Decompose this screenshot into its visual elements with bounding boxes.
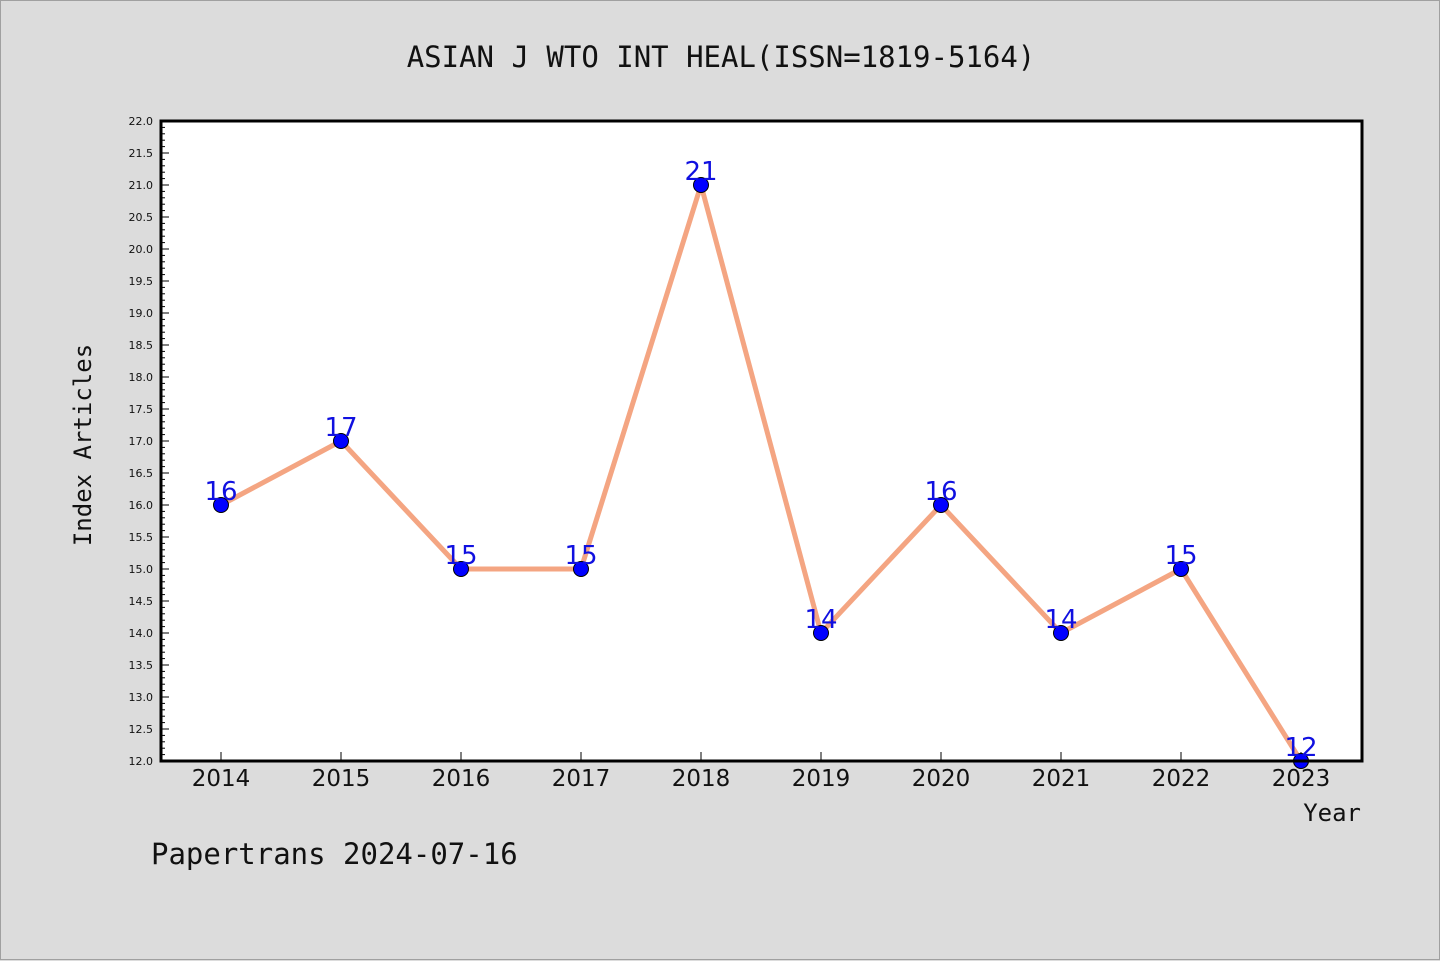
y-axis-ticks: 12.0 12.5 13.0 13.5 14.0 14.5 15.0 15.5 16.0 16.5… <box>129 115 169 768</box>
data-point <box>573 561 589 577</box>
y-tick-label: 17.0 <box>129 435 154 448</box>
y-tick-label: 18.0 <box>129 371 154 384</box>
x-axis-ticks: 2014 2015 2016 2017 2018 2019 2020 2021 2022 2023 <box>192 752 1331 792</box>
data-label: 15 <box>564 541 597 571</box>
data-label: 15 <box>444 541 477 571</box>
y-tick-label: 13.5 <box>129 659 154 672</box>
x-axis-label: Year <box>1303 799 1361 827</box>
series-line <box>219 182 1304 763</box>
y-tick-label: 17.5 <box>129 403 154 416</box>
data-label: 21 <box>684 157 717 187</box>
plot-area <box>161 121 1362 761</box>
data-point <box>213 497 229 513</box>
y-tick-label: 12.5 <box>129 723 154 736</box>
data-point <box>1173 561 1189 577</box>
x-tick-label: 2023 <box>1272 766 1331 792</box>
x-tick-label: 2019 <box>792 766 851 792</box>
y-tick-label: 12.0 <box>129 755 154 768</box>
x-tick-label: 2018 <box>672 766 731 792</box>
data-point <box>1053 625 1069 641</box>
y-axis-label: Index Articles <box>69 344 97 546</box>
data-label: 16 <box>924 477 957 507</box>
y-tick-label: 15.0 <box>129 563 154 576</box>
y-tick-label: 20.5 <box>129 211 154 224</box>
y-tick-label: 16.0 <box>129 499 154 512</box>
data-labels: 16 17 15 15 21 14 16 14 15 12 <box>204 157 1317 763</box>
data-label: 17 <box>324 413 357 443</box>
y-tick-label: 14.0 <box>129 627 154 640</box>
x-tick-label: 2017 <box>552 766 611 792</box>
y-tick-label: 21.5 <box>129 147 154 160</box>
x-tick-label: 2016 <box>432 766 491 792</box>
y-tick-label: 20.0 <box>129 243 154 256</box>
chart-title: ASIAN J WTO INT HEAL(ISSN=1819-5164) <box>407 40 1036 74</box>
plot-border <box>159 119 1364 763</box>
data-label: 12 <box>1284 733 1317 763</box>
data-label: 14 <box>804 605 837 635</box>
y-tick-label: 15.5 <box>129 531 154 544</box>
data-label: 16 <box>204 477 237 507</box>
y-tick-label: 18.5 <box>129 339 154 352</box>
y-tick-label: 21.0 <box>129 179 154 192</box>
data-series <box>213 177 1309 769</box>
x-tick-label: 2014 <box>192 766 251 792</box>
data-point <box>933 497 949 513</box>
x-tick-label: 2022 <box>1152 766 1211 792</box>
y-tick-label: 19.0 <box>129 307 154 320</box>
y-tick-label: 22.0 <box>129 115 154 128</box>
y-tick-label: 14.5 <box>129 595 154 608</box>
y-tick-label: 16.5 <box>129 467 154 480</box>
y-tick-label: 13.0 <box>129 691 154 704</box>
data-point <box>693 177 709 193</box>
x-tick-label: 2020 <box>912 766 971 792</box>
footer-credit: Papertrans 2024-07-16 <box>151 837 518 871</box>
data-point <box>453 561 469 577</box>
y-tick-label: 19.5 <box>129 275 154 288</box>
x-tick-label: 2021 <box>1032 766 1091 792</box>
data-point <box>813 625 829 641</box>
data-point <box>333 433 349 449</box>
data-label: 15 <box>1164 541 1197 571</box>
data-label: 14 <box>1044 605 1077 635</box>
x-tick-label: 2015 <box>312 766 371 792</box>
